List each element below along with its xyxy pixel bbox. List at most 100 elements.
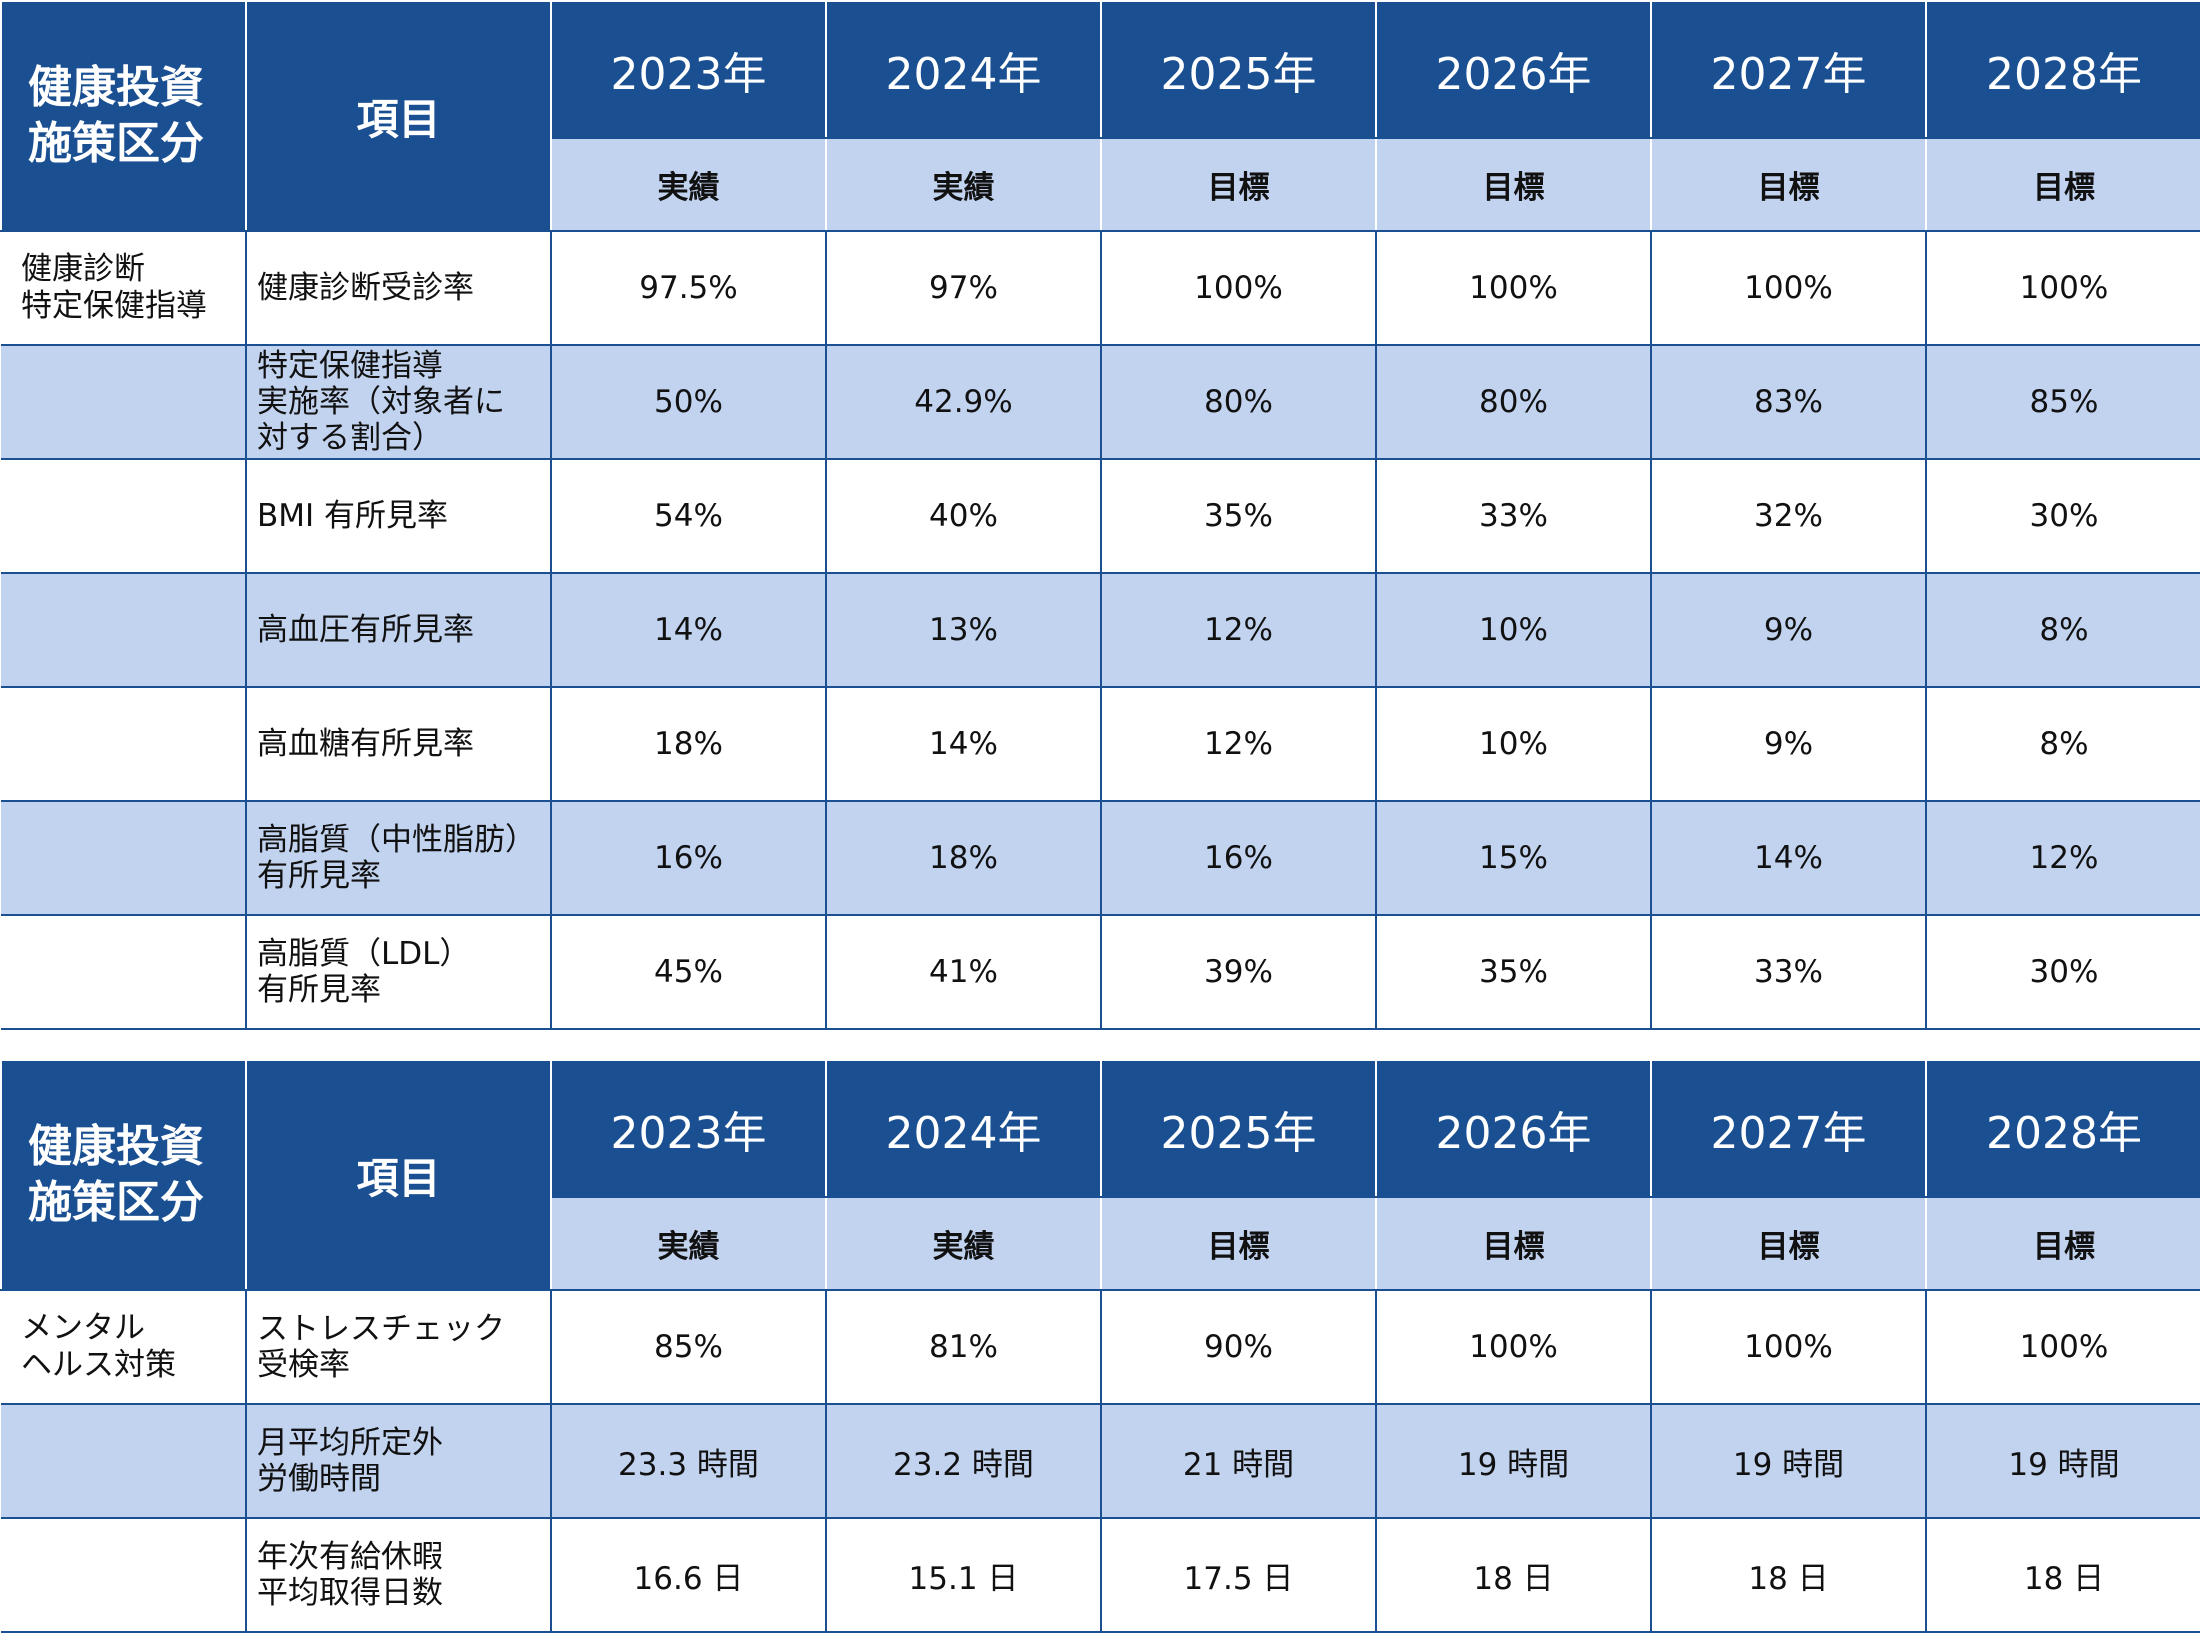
value-cell: 35% xyxy=(1375,914,1652,1030)
table-row: 年次有給休暇 平均取得日数 16.6 日 15.1 日 17.5 日 18 日 18 日 18… xyxy=(1,1517,2200,1633)
category-cell xyxy=(1,1517,247,1633)
year-header: 2027年 xyxy=(1650,1059,1927,1198)
item-cell: 年次有給休暇 平均取得日数 xyxy=(245,1517,552,1633)
subheader-row: 実績 実績 目標 目標 目標 目標 xyxy=(1,137,2200,232)
item-cell: 特定保健指導 実施率（対象者に 対する割合） xyxy=(245,344,552,460)
year-header: 2026年 xyxy=(1375,1059,1652,1198)
value-cell: 32% xyxy=(1650,458,1927,574)
text-line: BMI 有所見率 xyxy=(257,498,449,534)
category-header: 健康投資 施策区分 xyxy=(0,1059,247,1291)
value-cell: 15% xyxy=(1375,800,1652,916)
year-header: 2028年 xyxy=(1925,1059,2200,1198)
type-header: 目標 xyxy=(1100,137,1377,232)
value-cell: 42.9% xyxy=(825,344,1102,460)
year-header: 2024年 xyxy=(825,0,1102,139)
item-cell: 高血圧有所見率 xyxy=(245,572,552,688)
text-line: 高脂質（LDL） xyxy=(257,936,471,972)
type-header: 目標 xyxy=(1925,137,2200,232)
value-cell: 9% xyxy=(1650,686,1927,802)
text-line: 年次有給休暇 xyxy=(257,1539,443,1575)
value-cell: 8% xyxy=(1925,686,2200,802)
value-cell: 19 時間 xyxy=(1925,1403,2200,1519)
year-header: 2028年 xyxy=(1925,0,2200,139)
value-cell: 19 時間 xyxy=(1375,1403,1652,1519)
text-line: 有所見率 xyxy=(257,858,381,894)
value-cell: 100% xyxy=(1650,1289,1927,1405)
table-row: 高血糖有所見率 18% 14% 12% 10% 9% 8% xyxy=(1,686,2200,802)
value-cell: 10% xyxy=(1375,686,1652,802)
year-header: 2027年 xyxy=(1650,0,1927,139)
category-cell xyxy=(1,800,247,916)
table-row: 高血圧有所見率 14% 13% 12% 10% 9% 8% xyxy=(1,572,2200,688)
item-header: 項目 xyxy=(245,0,552,232)
text-line: 施策区分 xyxy=(28,1177,204,1228)
text-line: 月平均所定外 xyxy=(257,1425,443,1461)
value-cell: 13% xyxy=(825,572,1102,688)
value-cell: 30% xyxy=(1925,914,2200,1030)
value-cell: 35% xyxy=(1100,458,1377,574)
header-row: 健康投資 施策区分 項目 2023年 2024年 2025年 2026年 2027年 2028年 xyxy=(0,0,2200,232)
category-cell xyxy=(1,572,247,688)
value-cell: 81% xyxy=(825,1289,1102,1405)
value-cell: 14% xyxy=(550,572,827,688)
text-line: 施策区分 xyxy=(28,118,204,169)
text-line: ストレスチェック xyxy=(257,1311,505,1347)
category-cell xyxy=(1,1403,247,1519)
type-header: 目標 xyxy=(1375,137,1652,232)
value-cell: 14% xyxy=(825,686,1102,802)
type-header: 実績 xyxy=(825,1196,1102,1291)
text-line: 健康診断受診率 xyxy=(257,270,474,306)
value-cell: 12% xyxy=(1100,686,1377,802)
item-cell: ストレスチェック 受検率 xyxy=(245,1289,552,1405)
value-cell: 41% xyxy=(825,914,1102,1030)
value-cell: 12% xyxy=(1925,800,2200,916)
type-header: 実績 xyxy=(825,137,1102,232)
year-header: 2025年 xyxy=(1100,1059,1377,1198)
header-row: 健康投資 施策区分 項目 2023年 2024年 2025年 2026年 2027年 2028年 xyxy=(0,1059,2200,1291)
category-cell xyxy=(1,344,247,460)
category-cell xyxy=(1,914,247,1030)
category-cell: 健康診断 特定保健指導 xyxy=(1,230,247,346)
value-cell: 83% xyxy=(1650,344,1927,460)
value-cell: 14% xyxy=(1650,800,1927,916)
value-cell: 16% xyxy=(1100,800,1377,916)
text-line: 受検率 xyxy=(257,1347,350,1383)
value-cell: 97.5% xyxy=(550,230,827,346)
health-check-targets-table: 健康投資 施策区分 項目 2023年 2024年 2025年 2026年 2027年 2028年… xyxy=(0,0,2200,1030)
value-cell: 100% xyxy=(1925,230,2200,346)
year-header: 2025年 xyxy=(1100,0,1377,139)
value-cell: 50% xyxy=(550,344,827,460)
text-line: 実施率（対象者に xyxy=(257,384,505,420)
value-cell: 16.6 日 xyxy=(550,1517,827,1633)
value-cell: 18 日 xyxy=(1650,1517,1927,1633)
value-cell: 18% xyxy=(825,800,1102,916)
table-row: 高脂質（中性脂肪） 有所見率 16% 18% 16% 15% 14% 12% xyxy=(1,800,2200,916)
value-cell: 23.2 時間 xyxy=(825,1403,1102,1519)
item-cell: 月平均所定外 労働時間 xyxy=(245,1403,552,1519)
value-cell: 18% xyxy=(550,686,827,802)
table-row: BMI 有所見率 54% 40% 35% 33% 32% 30% xyxy=(1,458,2200,574)
text-line: 労働時間 xyxy=(257,1461,381,1497)
item-cell: 健康診断受診率 xyxy=(245,230,552,346)
text-line: 健康投資 xyxy=(28,1121,204,1172)
text-line: 平均取得日数 xyxy=(257,1575,443,1611)
value-cell: 30% xyxy=(1925,458,2200,574)
category-header: 健康投資 施策区分 xyxy=(0,0,247,232)
text-line: 高血糖有所見率 xyxy=(257,726,474,762)
table-row: 高脂質（LDL） 有所見率 45% 41% 39% 35% 33% 30% xyxy=(1,914,2200,1030)
text-line: 健康投資 xyxy=(28,62,204,113)
item-cell: 高脂質（LDL） 有所見率 xyxy=(245,914,552,1030)
type-header: 目標 xyxy=(1375,1196,1652,1291)
text-line: 対する割合） xyxy=(257,420,443,456)
year-header: 2023年 xyxy=(550,0,827,139)
value-cell: 18 日 xyxy=(1375,1517,1652,1633)
value-cell: 12% xyxy=(1100,572,1377,688)
value-cell: 18 日 xyxy=(1925,1517,2200,1633)
year-header: 2023年 xyxy=(550,1059,827,1198)
item-cell: BMI 有所見率 xyxy=(245,458,552,574)
value-cell: 21 時間 xyxy=(1100,1403,1377,1519)
type-header: 目標 xyxy=(1650,1196,1927,1291)
value-cell: 33% xyxy=(1650,914,1927,1030)
value-cell: 100% xyxy=(1100,230,1377,346)
value-cell: 45% xyxy=(550,914,827,1030)
